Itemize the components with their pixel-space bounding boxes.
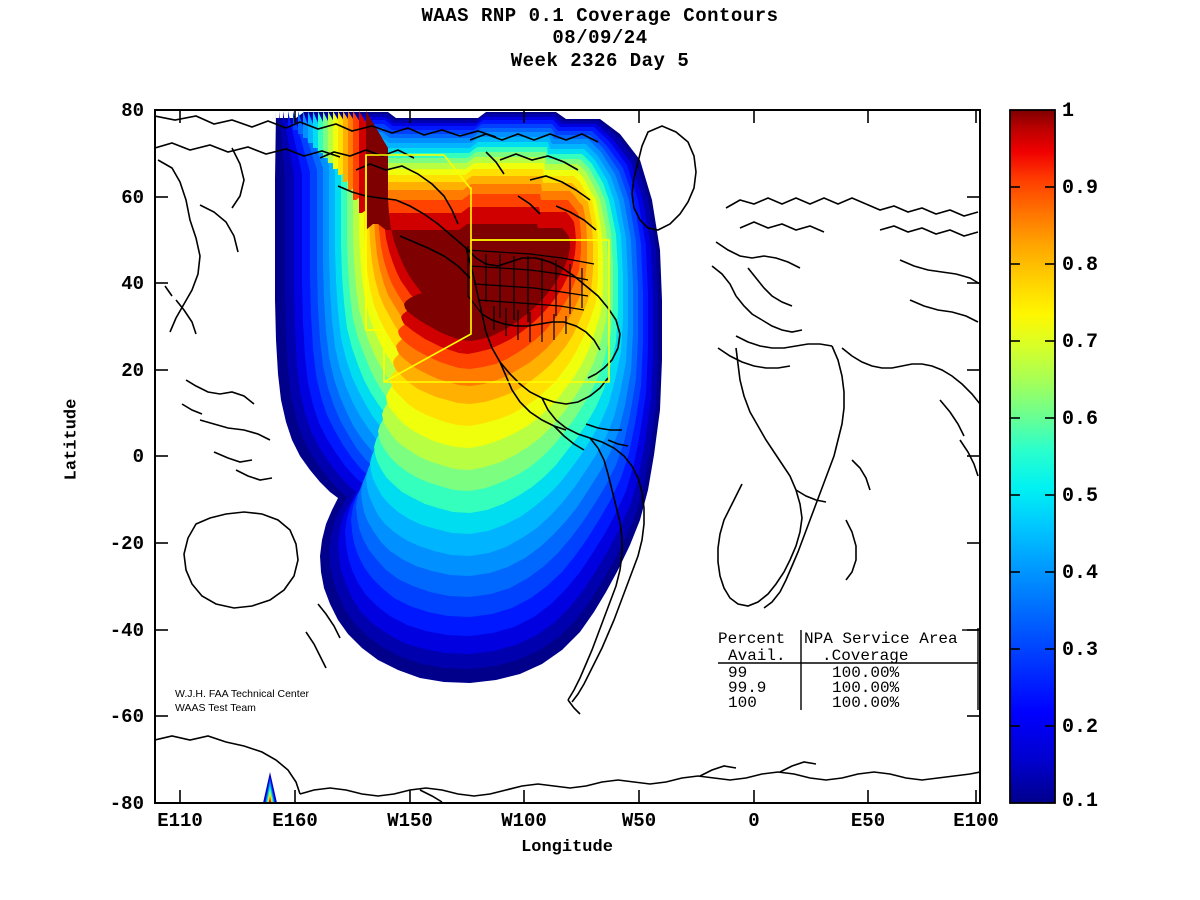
x-tick-e50: E50 — [850, 810, 886, 832]
colorbar-tick-0.6: 0.6 — [1062, 408, 1099, 431]
y-tick-60: 60 — [121, 187, 144, 209]
colorbar-tick-0.9: 0.9 — [1062, 177, 1099, 200]
x-tick-e110: E110 — [157, 810, 203, 832]
y-axis-title: Latitude — [62, 398, 82, 481]
coastlines — [155, 115, 980, 803]
x-tick-w50: W50 — [621, 810, 657, 832]
y-tick-0: 0 — [132, 446, 144, 468]
colorbar-tick-1: 1 — [1062, 100, 1075, 123]
x-tick-e160: E160 — [272, 810, 318, 832]
colorbar-tick-0.3: 0.3 — [1062, 639, 1099, 662]
y-tick-40: 40 — [121, 273, 144, 295]
table-header-right: NPA Service Area — [804, 630, 958, 648]
colorbar-tick-0.4: 0.4 — [1062, 562, 1099, 585]
y-tick-m60: -60 — [109, 706, 144, 728]
credit-line-1: W.J.H. FAA Technical Center — [175, 688, 310, 700]
colorbar-tick-0.7: 0.7 — [1062, 331, 1099, 354]
table-row-2-avail: 99.9 — [728, 679, 767, 697]
y-tick-80: 80 — [121, 100, 144, 122]
table-row-3-coverage: 100.00% — [832, 694, 900, 712]
stats-table-rules — [718, 628, 979, 710]
x-tick-e100: E100 — [953, 810, 999, 832]
colorbar-ticks — [1010, 186, 1055, 727]
y-tick-m80: -80 — [109, 793, 144, 815]
y-tick-20: 20 — [121, 360, 144, 382]
axis-ticks — [155, 109, 980, 804]
x-tick-w100: W100 — [501, 810, 547, 832]
credit-line-2: WAAS Test Team — [175, 702, 256, 714]
figure-title-line1: WAAS RNP 0.1 Coverage Contours — [421, 5, 779, 27]
figure-title-line3: Week 2326 Day 5 — [510, 50, 690, 72]
x-tick-0: 0 — [748, 810, 760, 832]
figure-title-line2: 08/09/24 — [552, 27, 648, 49]
y-tick-m40: -40 — [109, 620, 144, 642]
antarctic-coverage-spike — [263, 772, 277, 803]
contour-band-1.00 — [366, 111, 570, 341]
table-row-1-avail: 99 — [728, 664, 748, 682]
table-row-3-avail: 100 — [728, 694, 757, 712]
colorbar-tick-0.8: 0.8 — [1062, 254, 1099, 277]
y-tick-m20: -20 — [109, 533, 144, 555]
table-subheader-right: .Coverage — [822, 647, 909, 665]
colorbar-gradient — [1009, 109, 1056, 804]
table-header-left: Percent — [718, 630, 786, 648]
table-row-2-coverage: 100.00% — [832, 679, 900, 697]
colorbar-tick-0.2: 0.2 — [1062, 716, 1099, 739]
us-state-borders — [465, 246, 595, 342]
table-subheader-left: Avail. — [728, 647, 786, 665]
colorbar-tick-0.1: 0.1 — [1062, 790, 1099, 813]
x-axis-title: Longitude — [521, 838, 613, 857]
x-tick-w150: W150 — [387, 810, 433, 832]
npa-service-area-outline — [365, 154, 610, 383]
colorbar-tick-0.5: 0.5 — [1062, 485, 1099, 508]
table-row-1-coverage: 100.00% — [832, 664, 900, 682]
